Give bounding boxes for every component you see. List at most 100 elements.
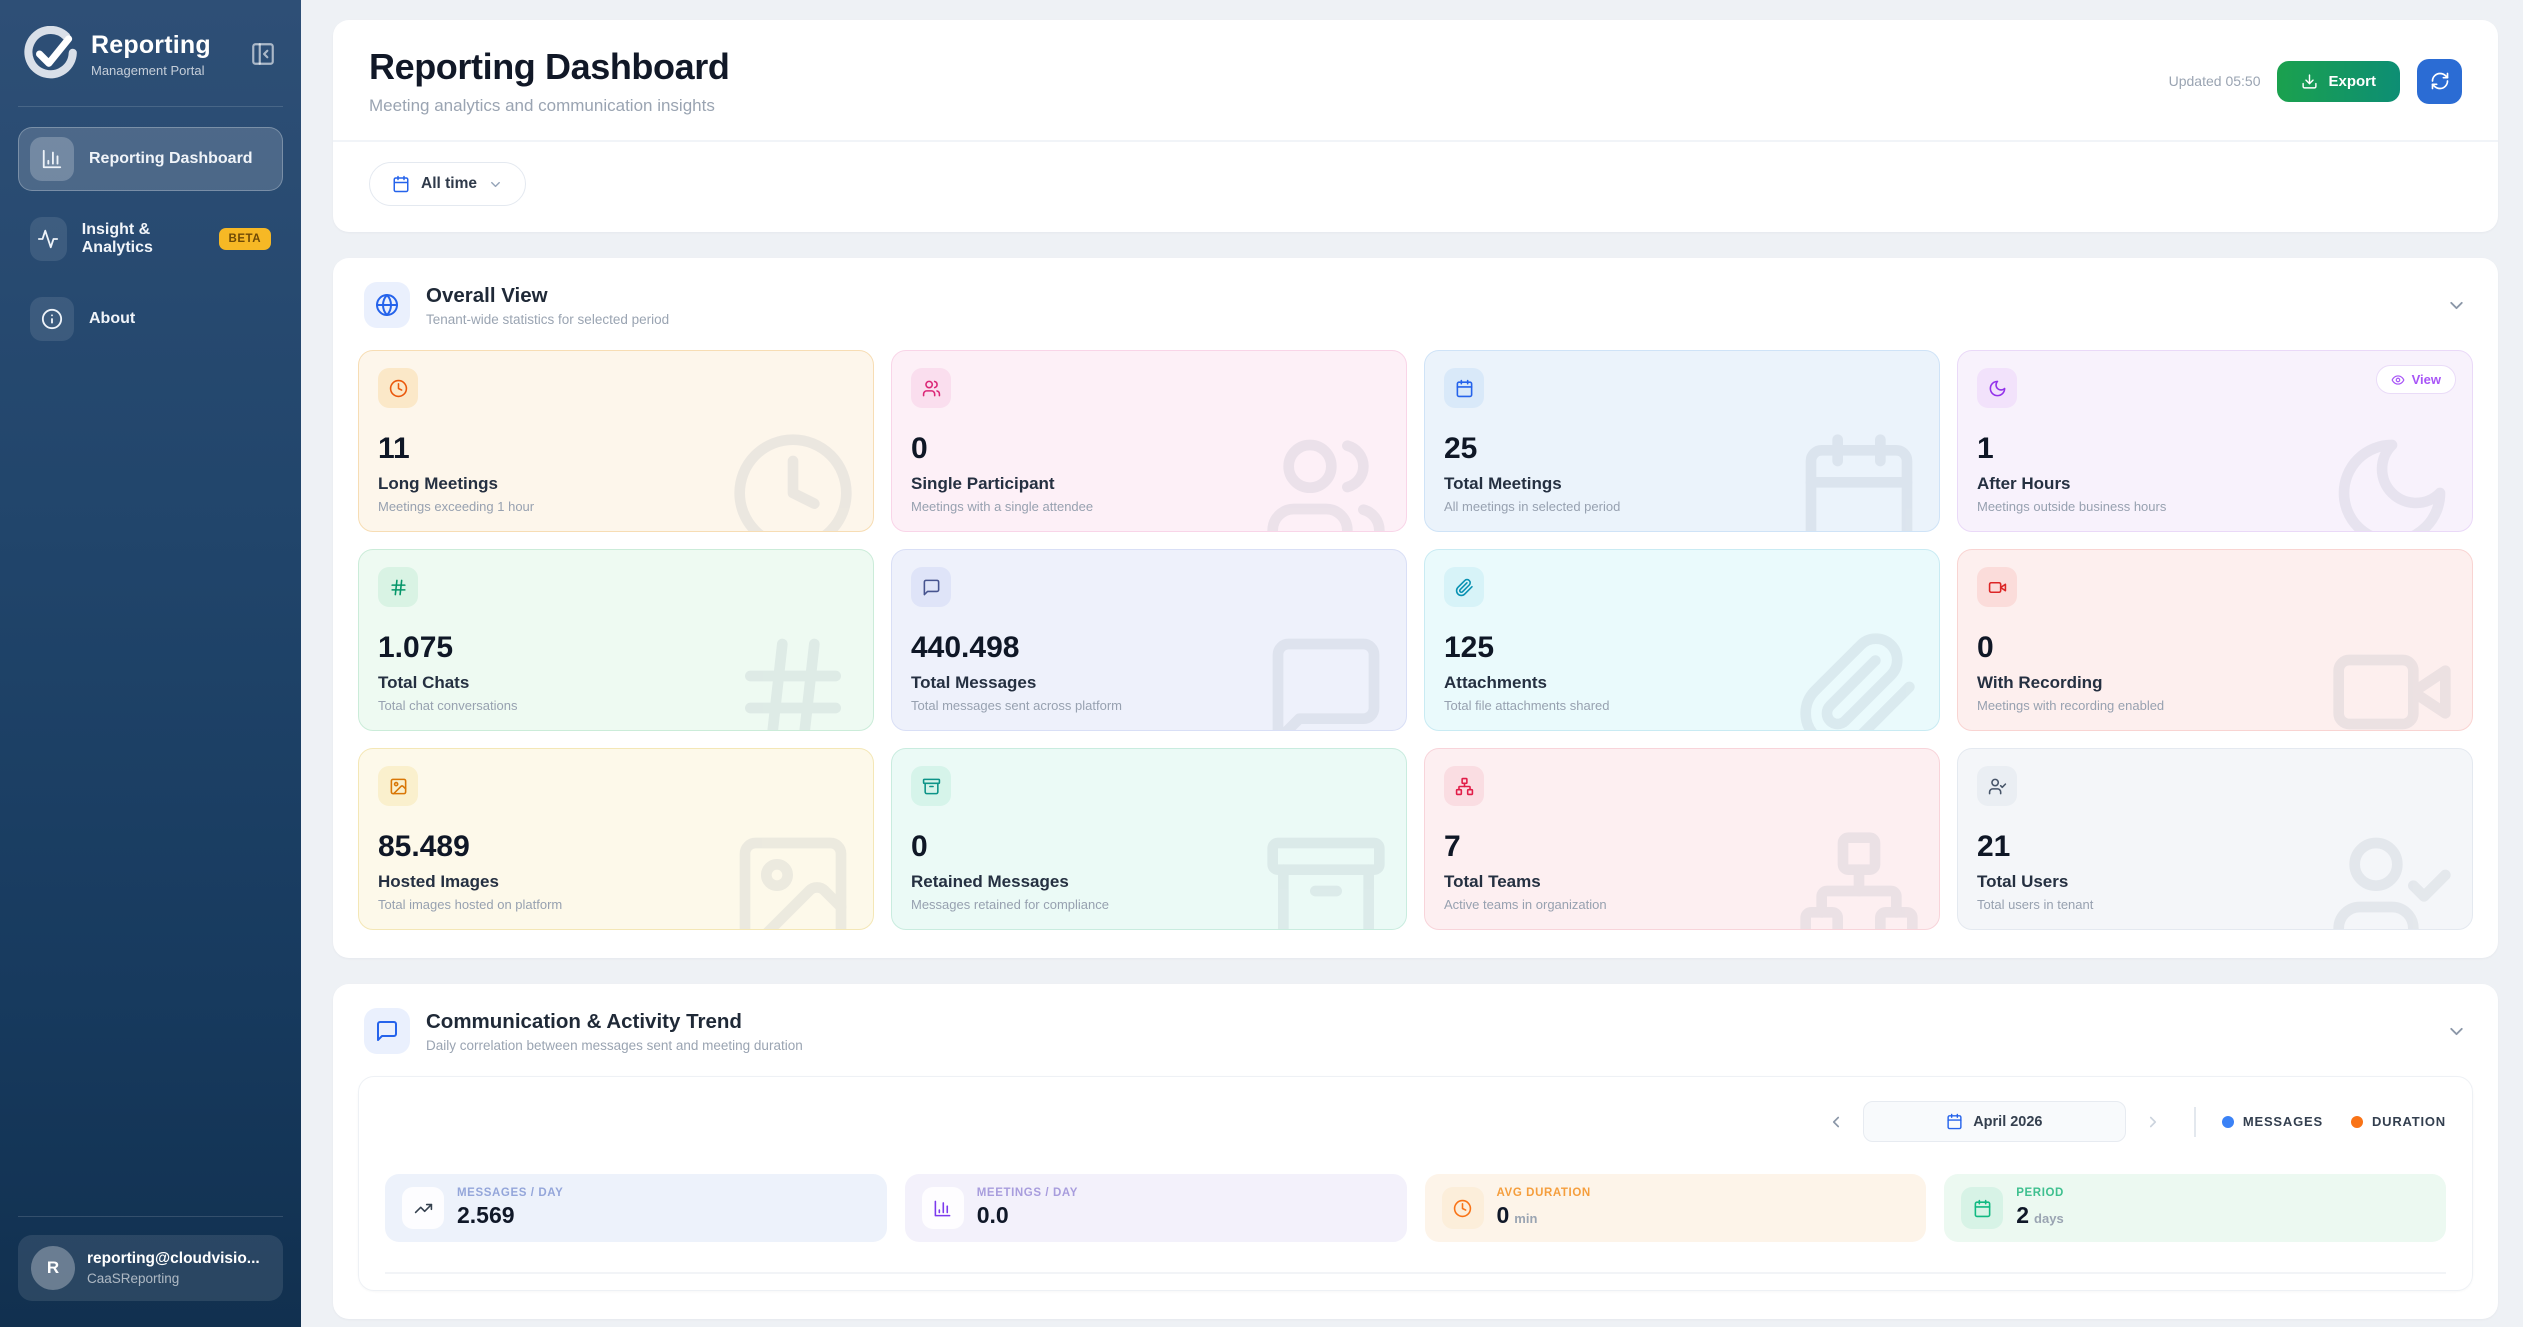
image-icon xyxy=(378,766,418,806)
stat-sublabel: Meetings with recording enabled xyxy=(1977,698,2165,713)
eye-icon xyxy=(2391,373,2405,387)
stat-card-total-meetings[interactable]: 25 Total Meetings All meetings in select… xyxy=(1424,350,1940,532)
refresh-button[interactable] xyxy=(2417,58,2462,104)
view-button[interactable]: View xyxy=(2375,365,2456,394)
updated-timestamp: Updated 05:50 xyxy=(2168,73,2261,89)
paperclip-icon xyxy=(1444,567,1484,607)
stat-sublabel: Meetings with a single attendee xyxy=(911,499,1094,514)
stat-card-with-recording[interactable]: 0 With Recording Meetings with recording… xyxy=(1957,549,2473,731)
chevron-right-icon xyxy=(2144,1113,2162,1131)
video-watermark-icon xyxy=(2328,628,2456,731)
stat-card-hosted-images[interactable]: 85.489 Hosted Images Total images hosted… xyxy=(358,748,874,930)
stat-value: 440.498 xyxy=(911,631,1020,664)
calendar-icon xyxy=(1946,1113,1963,1130)
header-titles: Reporting Dashboard Meeting analytics an… xyxy=(369,46,730,116)
pill-label: AVG DURATION xyxy=(1496,1187,1591,1199)
avatar: R xyxy=(31,1246,75,1290)
stat-card-single-participant[interactable]: 0 Single Participant Meetings with a sin… xyxy=(891,350,1407,532)
image-watermark-icon xyxy=(729,827,857,930)
chart-legend: MESSAGES DURATION xyxy=(2221,1114,2446,1129)
user-watermark-icon xyxy=(2328,827,2456,930)
section-title: Communication & Activity Trend xyxy=(426,1009,742,1033)
prev-month-button[interactable] xyxy=(1821,1107,1851,1137)
hash-icon xyxy=(378,567,418,607)
stat-sublabel: Meetings exceeding 1 hour xyxy=(378,499,535,514)
stat-sublabel: Total images hosted on platform xyxy=(378,897,563,912)
stat-card-total-users[interactable]: 21 Total Users Total users in tenant xyxy=(1957,748,2473,930)
users-icon xyxy=(911,368,951,408)
stat-card-attachments[interactable]: 125 Attachments Total file attachments s… xyxy=(1424,549,1940,731)
pill-label: MESSAGES / DAY xyxy=(457,1187,564,1199)
page-title: Reporting Dashboard xyxy=(369,46,730,87)
stat-card-after-hours[interactable]: View 1 After Hours Meetings outside busi… xyxy=(1957,350,2473,532)
stat-value: 11 xyxy=(378,432,410,465)
paperclip-watermark-icon xyxy=(1795,628,1923,731)
stat-value: 7 xyxy=(1444,830,1461,863)
export-button[interactable]: Export xyxy=(2277,60,2400,102)
activity-icon xyxy=(30,217,67,261)
pill-label: MEETINGS / DAY xyxy=(976,1187,1079,1199)
stat-sublabel: Total file attachments shared xyxy=(1444,698,1610,713)
users-watermark-icon xyxy=(1262,429,1390,532)
panel-collapse-icon xyxy=(250,41,276,67)
stat-sublabel: All meetings in selected period xyxy=(1444,499,1621,514)
duration-dot xyxy=(2350,1115,2363,1128)
stat-pill-avg-duration: AVG DURATION 0 min xyxy=(1424,1174,1927,1242)
stat-label: Single Participant xyxy=(911,474,1055,493)
overall-view-section: Overall View Tenant-wide statistics for … xyxy=(333,258,2498,958)
clock-icon xyxy=(378,368,418,408)
stat-value: 1.075 xyxy=(378,631,454,664)
sidebar-item-reporting-dashboard[interactable]: Reporting Dashboard xyxy=(18,127,283,191)
stat-card-total-teams[interactable]: 7 Total Teams Active teams in organizati… xyxy=(1424,748,1940,930)
sidebar-item-label: Reporting Dashboard xyxy=(89,150,253,167)
stat-card-long-meetings[interactable]: 11 Long Meetings Meetings exceeding 1 ho… xyxy=(358,350,874,532)
time-range-label: All time xyxy=(421,175,477,192)
stat-sublabel: Active teams in organization xyxy=(1444,897,1607,912)
page-subtitle: Meeting analytics and communication insi… xyxy=(369,96,715,115)
chevron-down-icon[interactable] xyxy=(2446,1021,2467,1042)
sidebar-item-about[interactable]: About xyxy=(18,287,283,351)
bar-chart-icon xyxy=(30,137,74,181)
sidebar-item-insight-analytics[interactable]: Insight & Analytics BETA xyxy=(18,207,283,271)
legend-label: DURATION xyxy=(2371,1114,2446,1129)
chevron-down-icon[interactable] xyxy=(2446,295,2467,316)
pill-value: 2 days xyxy=(2016,1202,2064,1228)
stat-value: 0 xyxy=(911,432,928,465)
stat-label: Retained Messages xyxy=(911,872,1069,891)
user-profile[interactable]: R reporting@cloudvisio... CaaSReporting xyxy=(18,1235,283,1301)
trend-stats: MESSAGES / DAY 2.569 MEETINGS / DAY 0.0 xyxy=(385,1174,2446,1242)
section-subtitle: Tenant-wide statistics for selected peri… xyxy=(426,311,670,327)
month-selector[interactable]: April 2026 xyxy=(1862,1101,2126,1142)
overall-view-titles: Overall View Tenant-wide statistics for … xyxy=(426,284,669,327)
user-meta: reporting@cloudvisio... CaaSReporting xyxy=(87,1250,260,1286)
download-icon xyxy=(2301,73,2318,90)
trending-up-icon xyxy=(402,1187,444,1229)
clock-icon xyxy=(1441,1187,1484,1229)
stat-pill-meetings-per-day: MEETINGS / DAY 0.0 xyxy=(904,1174,1407,1242)
chevron-down-icon xyxy=(488,177,503,192)
sidebar-collapse-button[interactable] xyxy=(247,38,279,70)
stat-sublabel: Meetings outside business hours xyxy=(1977,499,2167,514)
trend-section: Communication & Activity Trend Daily cor… xyxy=(333,984,2498,1319)
stat-value: 21 xyxy=(1977,830,2011,863)
stat-card-total-messages[interactable]: 440.498 Total Messages Total messages se… xyxy=(891,549,1407,731)
sidebar-item-label: Insight & Analytics xyxy=(81,221,153,256)
time-range-dropdown[interactable]: All time xyxy=(369,162,526,206)
moon-watermark-icon xyxy=(2328,429,2456,532)
calendar-icon xyxy=(392,175,410,193)
header-actions: Updated 05:50 Export xyxy=(2168,58,2462,104)
stat-card-total-chats[interactable]: 1.075 Total Chats Total chat conversatio… xyxy=(358,549,874,731)
user-check-icon xyxy=(1977,766,2017,806)
header-divider xyxy=(333,140,2498,142)
next-month-button[interactable] xyxy=(2138,1107,2168,1137)
stat-card-retained-messages[interactable]: 0 Retained Messages Messages retained fo… xyxy=(891,748,1407,930)
stat-sublabel: Total users in tenant xyxy=(1977,897,2094,912)
stat-sublabel: Messages retained for compliance xyxy=(911,897,1109,912)
stat-label: Total Messages xyxy=(911,673,1037,692)
pill-unit: days xyxy=(2034,1211,2064,1226)
network-icon xyxy=(1444,766,1484,806)
globe-icon xyxy=(364,282,410,328)
info-icon xyxy=(30,297,74,341)
pill-text: AVG DURATION 0 min xyxy=(1497,1187,1591,1229)
